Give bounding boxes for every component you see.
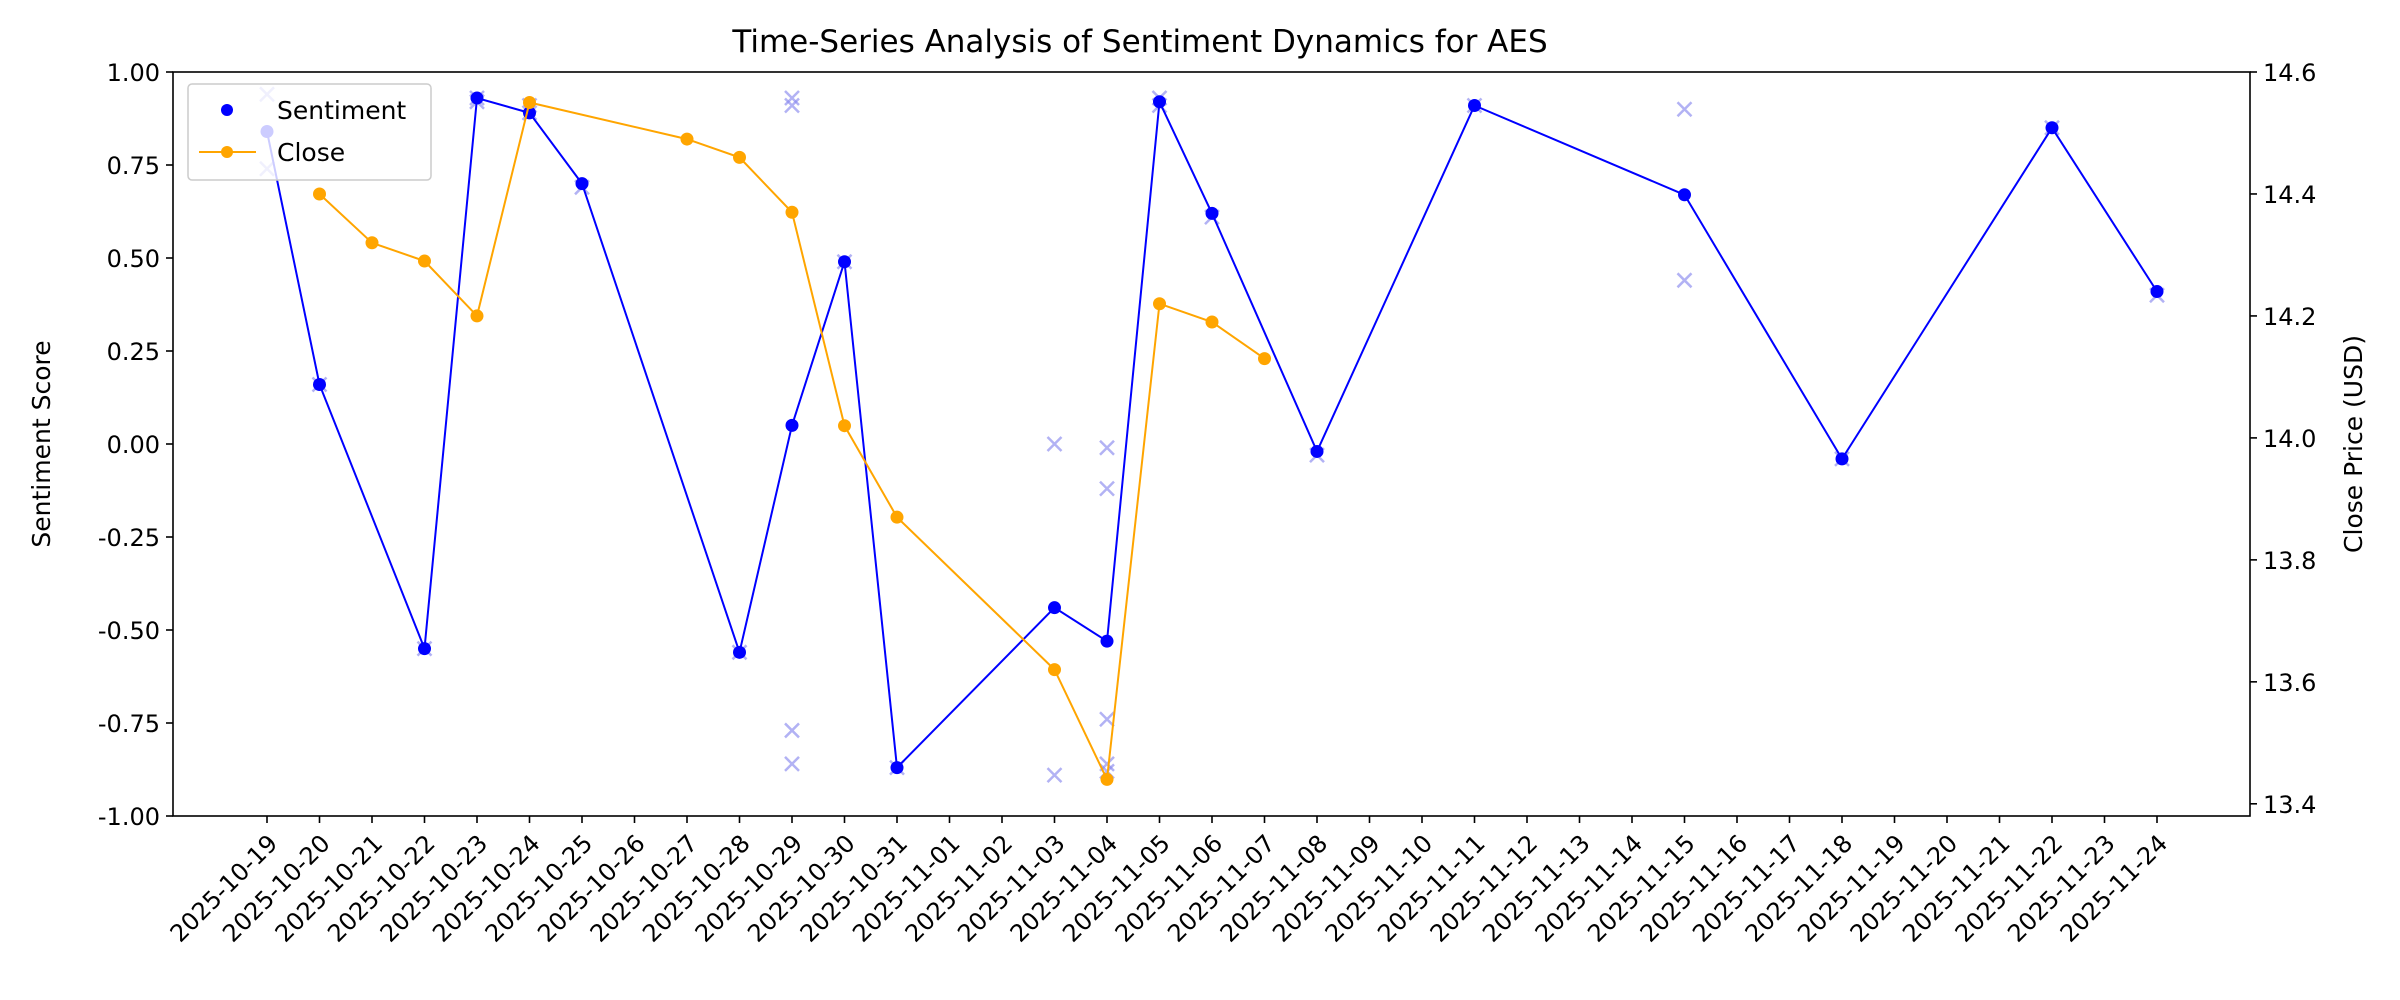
raw-score-marker-18 xyxy=(1099,439,1115,456)
y-tick-label-2: -0.50 xyxy=(98,617,160,645)
series-point-sentiment-19 xyxy=(2150,284,2164,298)
series-point-close-9 xyxy=(890,510,904,524)
y-tick-label-1: -0.75 xyxy=(98,710,160,738)
series-point-sentiment-12 xyxy=(1153,95,1166,109)
series-point-sentiment-3 xyxy=(470,91,484,105)
y-tick-label-7: 0.75 xyxy=(107,152,160,180)
raw-score-marker-17 xyxy=(1046,767,1063,783)
y-axis-label: Sentiment Score xyxy=(27,340,56,547)
raw-score-marker-16 xyxy=(1046,436,1063,452)
series-point-close-13 xyxy=(1205,315,1219,329)
legend-sentiment-marker xyxy=(221,104,233,116)
y2-tick-label-1: 13.6 xyxy=(2263,669,2316,697)
y2-tick-label-4: 14.2 xyxy=(2263,303,2316,331)
series-point-close-2 xyxy=(418,254,431,268)
series-point-close-10 xyxy=(1048,663,1061,677)
plot-frame xyxy=(172,71,2251,817)
series-point-close-5 xyxy=(680,132,694,146)
series-point-sentiment-14 xyxy=(1310,444,1324,458)
series-point-close-0 xyxy=(313,187,326,201)
y2-tick-label-5: 14.4 xyxy=(2263,181,2316,209)
series-line-sentiment xyxy=(266,96,2158,770)
y-tick-label-4: 0.00 xyxy=(107,431,160,459)
y2-tick-label-3: 14.0 xyxy=(2263,425,2316,453)
series-point-sentiment-2 xyxy=(418,642,431,656)
plot-area xyxy=(259,86,2165,786)
y-tick-label-5: 0.25 xyxy=(107,338,160,366)
y-tick-label-0: -1.00 xyxy=(98,803,160,831)
series-point-close-6 xyxy=(733,150,746,164)
axes: -1.00 -0.75 -0.50 -0.25 0.00 0.25 0.50 0.75 1.00… xyxy=(98,59,2317,948)
series-point-close-4 xyxy=(523,95,536,109)
series-point-sentiment-9 xyxy=(890,761,904,775)
legend: Sentiment Close xyxy=(187,83,432,181)
y-tick-label-3: -0.25 xyxy=(98,524,160,552)
series-point-sentiment-17 xyxy=(1835,452,1849,466)
legend-close-label: Close xyxy=(277,138,345,167)
y-tick-label-8: 1.00 xyxy=(107,59,160,87)
series-point-sentiment-6 xyxy=(733,645,746,659)
raw-score-marker-12 xyxy=(784,722,800,739)
chart-title: Time-Series Analysis of Sentiment Dynami… xyxy=(731,24,1547,60)
series-point-sentiment-10 xyxy=(1048,601,1061,615)
series-point-close-1 xyxy=(365,236,379,250)
series-point-sentiment-7 xyxy=(785,418,799,432)
raw-score-marker-10 xyxy=(784,90,800,106)
series-point-sentiment-13 xyxy=(1205,206,1219,220)
series-point-sentiment-8 xyxy=(838,255,851,269)
y2-tick-label-6: 14.6 xyxy=(2263,59,2316,87)
series-point-close-12 xyxy=(1153,297,1166,311)
series-point-sentiment-15 xyxy=(1468,98,1481,112)
series-point-close-7 xyxy=(785,205,799,219)
series-point-sentiment-18 xyxy=(2045,121,2059,135)
y2-tick-label-0: 13.4 xyxy=(2263,791,2316,819)
raw-score-marker-11 xyxy=(784,97,800,114)
y2-tick-label-2: 13.8 xyxy=(2263,547,2316,575)
series-line-close xyxy=(318,101,1266,783)
y2-axis-label: Close Price (USD) xyxy=(2339,335,2368,553)
series-point-sentiment-16 xyxy=(1678,188,1691,202)
raw-score-marker-13 xyxy=(784,756,800,772)
legend-frame xyxy=(187,83,432,181)
series-point-sentiment-5 xyxy=(575,177,589,191)
series-point-close-11 xyxy=(1100,772,1114,786)
y-tick-label-6: 0.50 xyxy=(107,245,160,273)
series-point-close-3 xyxy=(470,309,484,323)
series-point-sentiment-11 xyxy=(1100,634,1114,648)
legend-close-marker xyxy=(221,146,233,158)
raw-score-marker-20 xyxy=(1099,711,1115,728)
raw-score-marker-28 xyxy=(1676,101,1693,118)
raw-score-marker-19 xyxy=(1099,480,1115,497)
series-point-sentiment-1 xyxy=(313,377,326,391)
legend-sentiment-label: Sentiment xyxy=(277,96,406,125)
series-point-close-8 xyxy=(838,419,851,433)
series-point-close-14 xyxy=(1258,352,1271,366)
raw-score-marker-29 xyxy=(1676,272,1693,289)
